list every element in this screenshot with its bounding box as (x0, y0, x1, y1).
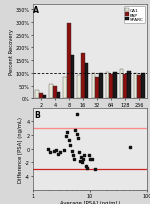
Point (69, 144, 71, 147)
Bar (123, 75, 127, 99)
Bar (141, 74, 145, 99)
Text: A: A (33, 6, 39, 14)
Point (82, 157, 84, 161)
Bar (127, 72, 131, 99)
X-axis label: Average [PSA] (ng/mL): Average [PSA] (ng/mL) (60, 200, 120, 204)
Bar (77, 76, 81, 99)
X-axis label: [Biomarker]/ng/mL: [Biomarker]/ng/mL (65, 109, 115, 114)
Point (66, 130, 69, 134)
Bar (137, 76, 141, 99)
Bar (35, 90, 39, 99)
Point (57, 153, 60, 156)
Point (76, 132, 79, 136)
Point (88, 154, 90, 157)
Bar (99, 74, 103, 99)
Point (83, 154, 86, 157)
Bar (71, 56, 74, 99)
Bar (49, 85, 53, 99)
Bar (85, 63, 88, 99)
Point (78, 151, 81, 154)
Bar (67, 24, 71, 99)
Bar (43, 95, 46, 99)
Point (52, 149, 55, 153)
Point (81, 161, 83, 164)
Point (72, 154, 74, 157)
Point (71, 150, 73, 153)
Bar (106, 72, 109, 99)
Text: B: B (34, 110, 40, 119)
Bar (92, 74, 95, 99)
Point (54, 149, 57, 152)
Point (129, 145, 131, 149)
Bar (113, 73, 117, 99)
Point (77, 137, 79, 140)
Point (59, 151, 61, 154)
Y-axis label: Difference [PSA] (ng/mL): Difference [PSA] (ng/mL) (18, 116, 23, 182)
Bar (81, 53, 85, 99)
Bar (120, 70, 123, 99)
Point (74, 128, 76, 132)
Point (91, 157, 94, 161)
Bar (109, 75, 113, 99)
Point (80, 155, 82, 159)
Bar (63, 77, 67, 99)
Point (67, 139, 70, 142)
Point (63, 149, 65, 152)
Point (89, 157, 91, 161)
Legend: CA1, PAP, SPARC: CA1, PAP, SPARC (124, 7, 145, 24)
Point (49, 151, 51, 154)
Point (75, 113, 78, 116)
Y-axis label: Percent Recovery: Percent Recovery (9, 29, 14, 75)
Point (46, 147, 49, 151)
Bar (57, 93, 60, 99)
Bar (39, 94, 43, 99)
Point (65, 135, 67, 138)
Point (86, 166, 89, 170)
Bar (53, 86, 57, 99)
Point (93, 168, 96, 171)
Point (79, 160, 82, 163)
Point (73, 157, 75, 161)
Bar (95, 77, 99, 99)
Bar (134, 74, 137, 99)
Point (85, 164, 87, 167)
